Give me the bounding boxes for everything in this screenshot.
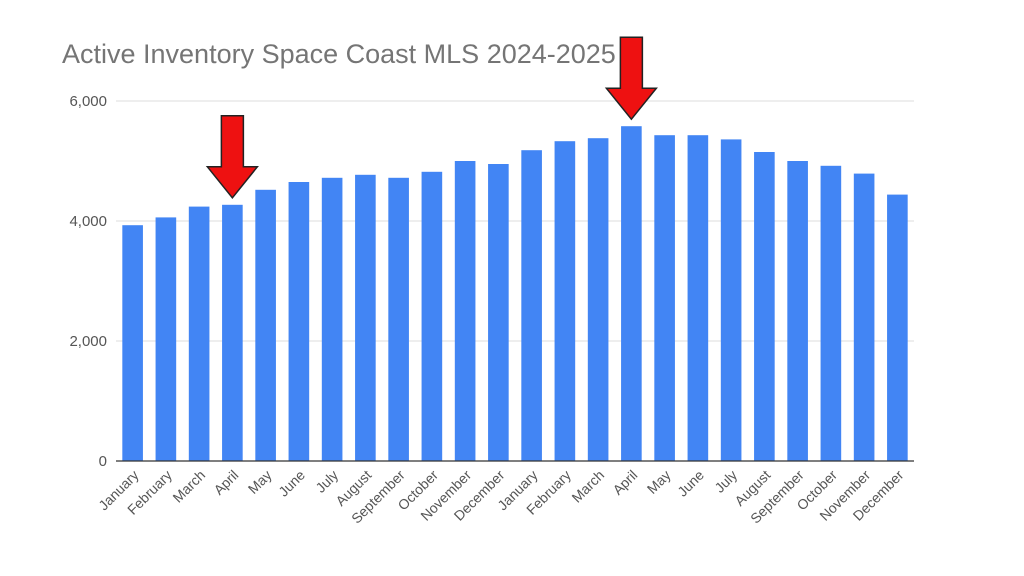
x-tick-label: March [169,467,208,506]
bar [521,150,542,461]
bar [288,182,310,461]
x-tick-label: April [609,467,640,498]
x-tick-label: May [644,467,674,497]
bar [687,135,709,461]
chart-title: Active Inventory Space Coast MLS 2024-20… [62,39,616,69]
x-tick-label: June [674,467,707,500]
bar [188,206,210,461]
y-axis-tick-labels: 0 2,000 4,000 6,000 [69,93,107,470]
bar [488,164,509,461]
x-tick-label: May [245,467,275,497]
bar [621,126,642,461]
bar [853,173,875,461]
bar [654,135,675,461]
bar [720,139,742,461]
bar [355,174,376,462]
x-tick-label: April [210,467,241,498]
bar [887,194,908,461]
x-tick-label: March [568,467,607,506]
y-tick-label: 2,000 [69,333,107,350]
bar [454,161,476,461]
bar [820,165,842,462]
red-arrow-annotation [205,115,259,199]
bar [787,161,808,461]
y-tick-label: 4,000 [69,213,107,230]
bar [222,204,243,462]
bar [554,141,576,461]
x-tick-label: July [711,467,740,496]
bars [122,126,908,462]
bar [155,217,177,461]
y-tick-label: 6,000 [69,93,107,110]
gridlines [116,100,914,342]
bar [255,189,276,462]
y-tick-label: 0 [99,453,107,470]
bar [587,138,609,461]
annotation-arrows [205,36,658,199]
x-tick-label: June [275,467,308,500]
x-tick-label: July [312,467,341,496]
bar [388,177,409,462]
bar [754,152,775,461]
bar [122,225,143,461]
red-arrow-annotation [604,36,658,121]
bar [321,177,343,462]
bar [421,171,443,462]
